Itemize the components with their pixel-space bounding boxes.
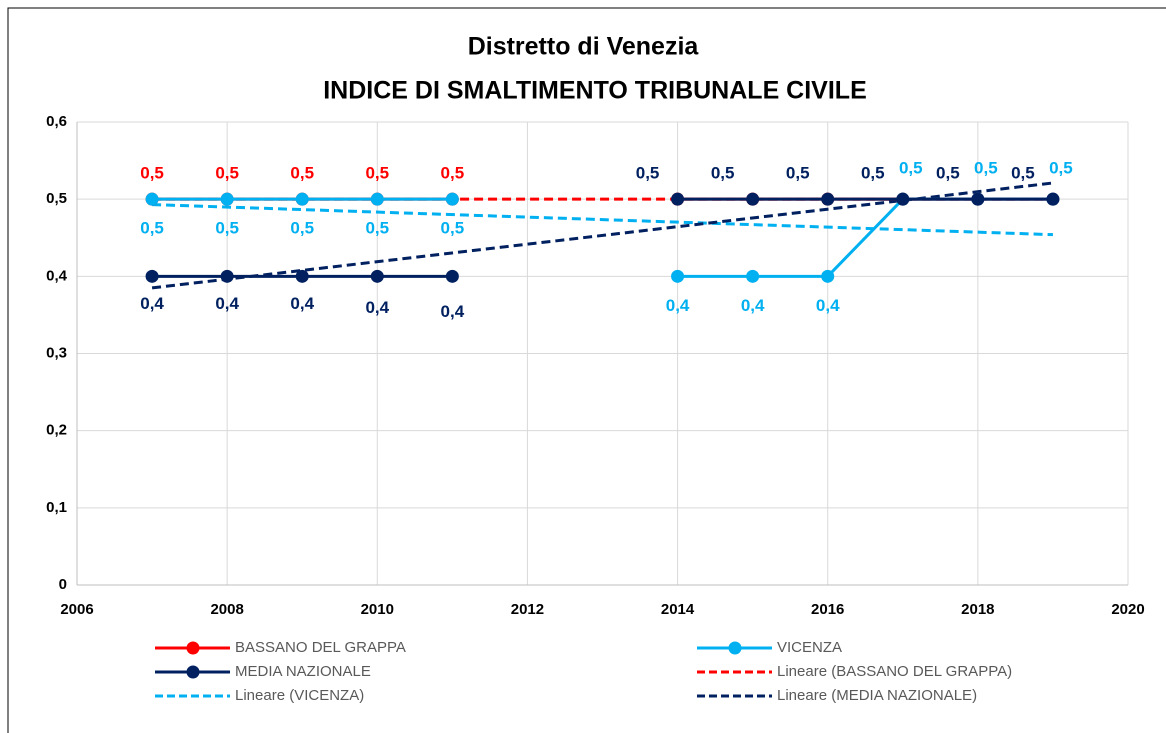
data-point bbox=[671, 269, 685, 283]
data-point bbox=[145, 269, 159, 283]
y-tick-label: 0,1 bbox=[46, 499, 67, 516]
data-point bbox=[746, 192, 760, 206]
data-label: 0,5 bbox=[711, 164, 735, 183]
data-label: 0,4 bbox=[215, 294, 239, 313]
legend-marker bbox=[186, 665, 200, 679]
y-tick-label: 0 bbox=[59, 576, 67, 593]
data-label: 0,5 bbox=[140, 164, 164, 183]
data-label: 0,4 bbox=[290, 294, 314, 313]
data-label: 0,5 bbox=[140, 219, 164, 238]
data-point bbox=[370, 192, 384, 206]
data-label: 0,5 bbox=[861, 164, 885, 183]
data-label: 0,5 bbox=[441, 164, 465, 183]
data-point bbox=[821, 269, 835, 283]
data-point bbox=[445, 192, 459, 206]
data-point bbox=[295, 192, 309, 206]
legend-marker bbox=[728, 641, 742, 655]
chart-title: INDICE DI SMALTIMENTO TRIBUNALE CIVILE bbox=[323, 77, 867, 105]
data-label: 0,5 bbox=[936, 164, 960, 183]
x-tick-label: 2006 bbox=[60, 601, 93, 618]
data-label: 0,5 bbox=[636, 164, 660, 183]
trend-line bbox=[152, 203, 1053, 237]
legend-label: MEDIA NAZIONALE bbox=[235, 663, 371, 680]
data-point bbox=[370, 269, 384, 283]
x-tick-label: 2018 bbox=[961, 601, 994, 618]
data-point bbox=[445, 269, 459, 283]
data-label: 0,5 bbox=[290, 164, 314, 183]
data-point bbox=[896, 192, 910, 206]
data-label: 0,4 bbox=[816, 296, 840, 315]
x-tick-label: 2010 bbox=[361, 601, 394, 618]
legend-marker bbox=[186, 641, 200, 655]
y-tick-label: 0,5 bbox=[46, 190, 67, 207]
trend-line bbox=[151, 181, 1054, 290]
y-tick-label: 0,3 bbox=[46, 344, 67, 361]
data-point bbox=[295, 269, 309, 283]
data-point bbox=[821, 192, 835, 206]
data-point bbox=[671, 192, 685, 206]
legend-label: BASSANO DEL GRAPPA bbox=[235, 639, 406, 656]
series-line bbox=[152, 197, 1053, 278]
data-label: 0,4 bbox=[441, 302, 465, 321]
data-label: 0,5 bbox=[786, 164, 810, 183]
data-label: 0,4 bbox=[666, 296, 690, 315]
data-label: 0,5 bbox=[1049, 159, 1073, 178]
data-label: 0,4 bbox=[140, 294, 164, 313]
x-tick-label: 2016 bbox=[811, 601, 844, 618]
data-point bbox=[1046, 192, 1060, 206]
series-line bbox=[152, 197, 1053, 278]
chart-title: Distretto di Venezia bbox=[468, 33, 700, 61]
data-label: 0,5 bbox=[215, 219, 239, 238]
legend-label: Lineare (VICENZA) bbox=[235, 687, 364, 704]
data-label: 0,5 bbox=[365, 219, 389, 238]
data-label: 0,5 bbox=[974, 159, 998, 178]
data-label: 0,5 bbox=[365, 164, 389, 183]
legend-label: Lineare (MEDIA NAZIONALE) bbox=[777, 687, 977, 704]
x-tick-label: 2008 bbox=[210, 601, 243, 618]
data-label: 0,5 bbox=[290, 219, 314, 238]
data-label: 0,5 bbox=[899, 159, 923, 178]
legend-label: VICENZA bbox=[777, 639, 842, 656]
data-label: 0,5 bbox=[441, 219, 465, 238]
legend-label: Lineare (BASSANO DEL GRAPPA) bbox=[777, 663, 1012, 680]
data-point bbox=[220, 192, 234, 206]
x-tick-label: 2020 bbox=[1111, 601, 1144, 618]
y-tick-label: 0,4 bbox=[46, 267, 68, 284]
data-point bbox=[220, 269, 234, 283]
data-label: 0,5 bbox=[215, 164, 239, 183]
x-tick-label: 2014 bbox=[661, 601, 695, 618]
data-point bbox=[971, 192, 985, 206]
data-label: 0,5 bbox=[1011, 164, 1035, 183]
y-tick-label: 0,6 bbox=[46, 113, 67, 130]
chart-frame bbox=[7, 7, 1166, 733]
data-label: 0,4 bbox=[741, 296, 765, 315]
y-tick-label: 0,2 bbox=[46, 422, 67, 439]
x-tick-label: 2012 bbox=[511, 601, 544, 618]
data-point bbox=[746, 269, 760, 283]
data-label: 0,4 bbox=[365, 298, 389, 317]
data-point bbox=[145, 192, 159, 206]
